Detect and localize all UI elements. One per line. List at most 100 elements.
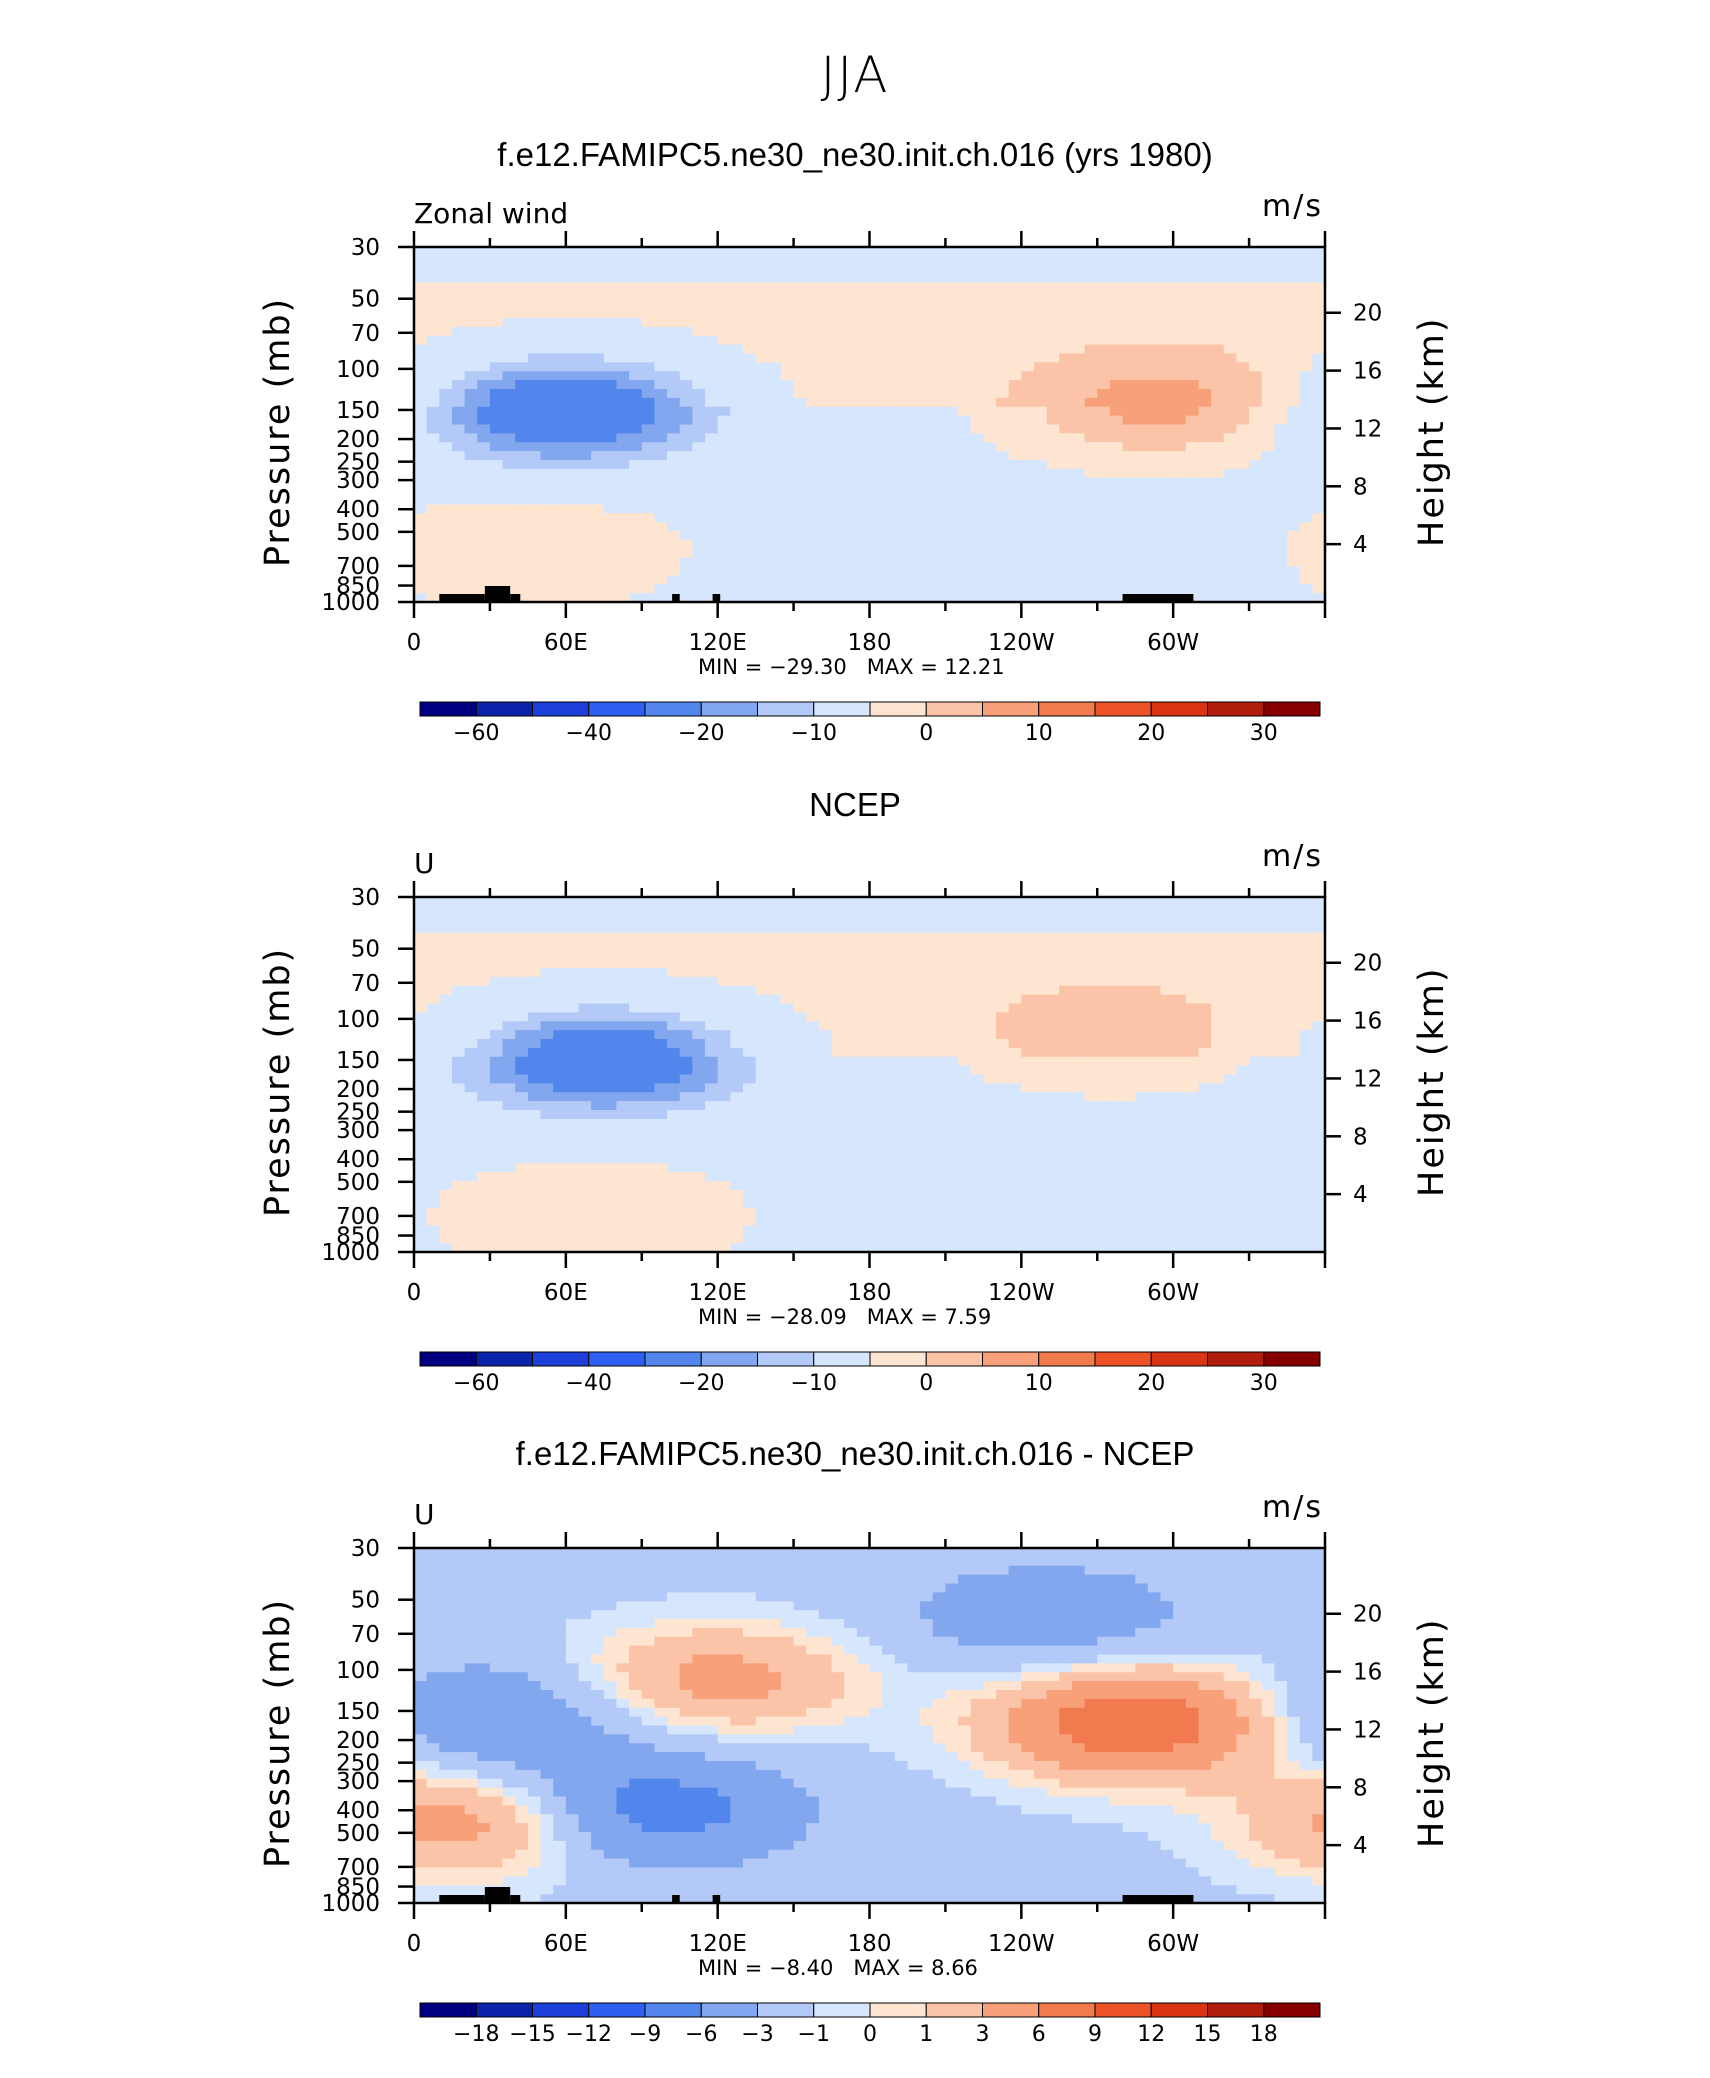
contour-cell	[705, 995, 718, 1004]
contour-cell	[642, 478, 655, 487]
contour-cell	[1161, 371, 1174, 380]
contour-cell	[1059, 513, 1072, 522]
contour-cell	[730, 416, 743, 425]
contour-cell	[870, 897, 883, 906]
contour-cell	[781, 549, 794, 558]
contour-cell	[1161, 407, 1174, 416]
contour-cell	[1047, 1030, 1060, 1039]
contour-cell	[1211, 915, 1224, 924]
contour-cell	[1021, 1128, 1034, 1137]
contour-cell	[1224, 1004, 1237, 1013]
contour-cell	[844, 1101, 857, 1110]
contour-cell	[920, 897, 933, 906]
contour-cell	[1173, 407, 1186, 416]
contour-cell	[477, 442, 490, 451]
contour-cell	[1186, 291, 1199, 300]
contour-cell	[1021, 504, 1034, 513]
contour-cell	[870, 407, 883, 416]
contour-cell	[958, 300, 971, 309]
contour-cell	[1085, 1128, 1098, 1137]
contour-cell	[591, 1039, 604, 1048]
contour-cell	[541, 986, 554, 995]
contour-cell	[553, 380, 566, 389]
contour-cell	[1072, 1083, 1085, 1092]
contour-cell	[439, 247, 452, 256]
contour-cell	[1224, 318, 1237, 327]
contour-cell	[1097, 487, 1110, 496]
contour-cell	[616, 283, 629, 292]
contour-cell	[465, 345, 478, 354]
contour-cell	[1274, 558, 1287, 567]
contour-cell	[907, 442, 920, 451]
contour-cell	[1161, 247, 1174, 256]
contour-cell	[1236, 380, 1249, 389]
contour-cell	[794, 274, 807, 283]
contour-cell	[882, 558, 895, 567]
contour-cell	[528, 389, 541, 398]
contour-cell	[1312, 977, 1325, 986]
contour-cell	[971, 540, 984, 549]
contour-cell	[629, 327, 642, 336]
contour-cell	[1097, 567, 1110, 576]
contour-cell	[857, 1119, 870, 1128]
contour-cell	[945, 941, 958, 950]
contour-cell	[654, 309, 667, 318]
contour-cell	[604, 575, 617, 584]
contour-cell	[718, 540, 731, 549]
contour-cell	[920, 522, 933, 531]
contour-cell	[1262, 531, 1275, 540]
contour-cell	[616, 567, 629, 576]
contour-cell	[718, 469, 731, 478]
contour-cell	[667, 300, 680, 309]
contour-cell	[1148, 1083, 1161, 1092]
contour-cell	[983, 442, 996, 451]
contour-cell	[1009, 256, 1022, 265]
contour-cell	[1123, 968, 1136, 977]
contour-cell	[490, 575, 503, 584]
contour-cell	[477, 1110, 490, 1119]
contour-cell	[654, 531, 667, 540]
contour-cell	[1262, 924, 1275, 933]
contour-cell	[1110, 460, 1123, 469]
contour-cell	[1249, 531, 1262, 540]
contour-cell	[1072, 897, 1085, 906]
contour-cell	[503, 460, 516, 469]
contour-cell	[1072, 478, 1085, 487]
contour-cell	[794, 915, 807, 924]
contour-cell	[591, 1101, 604, 1110]
contour-cell	[1211, 950, 1224, 959]
contour-cell	[692, 487, 705, 496]
contour-cell	[1085, 941, 1098, 950]
contour-cell	[983, 504, 996, 513]
contour-cell	[832, 478, 845, 487]
contour-cell	[427, 247, 440, 256]
contour-cell	[971, 950, 984, 959]
contour-cell	[907, 1128, 920, 1137]
contour-cell	[870, 496, 883, 505]
contour-cell	[705, 265, 718, 274]
contour-cell	[971, 897, 984, 906]
contour-cell	[1110, 1101, 1123, 1110]
contour-cell	[477, 1137, 490, 1146]
contour-cell	[907, 1012, 920, 1021]
contour-cell	[819, 442, 832, 451]
contour-cell	[490, 959, 503, 968]
contour-cell	[1211, 1066, 1224, 1075]
contour-cell	[1009, 1030, 1022, 1039]
contour-cell	[452, 941, 465, 950]
contour-cell	[743, 933, 756, 942]
contour-cell	[983, 1083, 996, 1092]
contour-cell	[1249, 549, 1262, 558]
contour-cell	[1312, 1030, 1325, 1039]
contour-cell	[730, 398, 743, 407]
contour-cell	[1123, 407, 1136, 416]
contour-cell	[1274, 549, 1287, 558]
contour-cell	[870, 265, 883, 274]
contour-cell	[907, 487, 920, 496]
contour-cell	[870, 345, 883, 354]
contour-cell	[591, 398, 604, 407]
contour-cell	[971, 924, 984, 933]
contour-cell	[680, 1066, 693, 1075]
contour-cell	[756, 558, 769, 567]
contour-cell	[1249, 522, 1262, 531]
